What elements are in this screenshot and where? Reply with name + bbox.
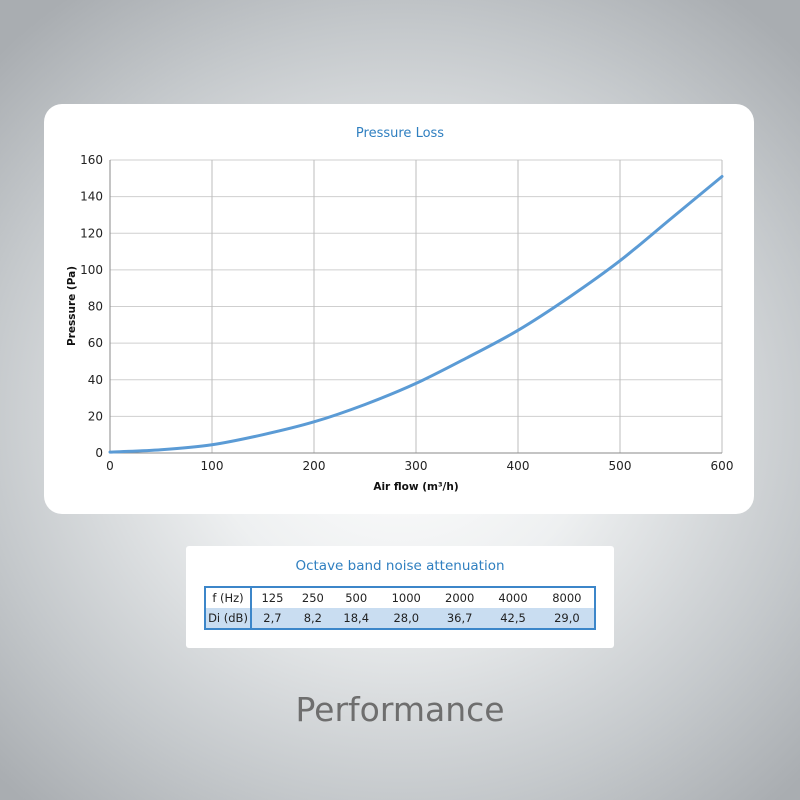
table-cell: 1000 [379, 587, 433, 608]
y-tick-label: 0 [95, 446, 103, 460]
table-cell: 42,5 [486, 608, 540, 629]
table-cell: 4000 [486, 587, 540, 608]
chart-ticks: 0 20 40 60 80 100 120 140 160 0 100 200 300 400 500 600 [80, 153, 733, 473]
pressure-loss-chart-card: Pressure Loss 0 20 40 60 80 100 120 140 160 0 100 2… [44, 104, 754, 514]
pressure-loss-line [108, 174, 724, 454]
table-cell: 2000 [432, 587, 487, 608]
x-tick-label: 200 [303, 459, 326, 473]
chart-grid [109, 159, 723, 454]
y-tick-label: 40 [88, 373, 103, 387]
y-tick-label: 20 [88, 409, 103, 423]
pressure-loss-chart: Pressure Loss 0 20 40 60 80 100 120 140 160 0 100 2… [66, 126, 733, 493]
table-cell: 2,7 [251, 608, 293, 629]
x-tick-label: 100 [201, 459, 224, 473]
chart-title: Pressure Loss [356, 126, 444, 141]
table-row-attenuation: Di (dB) 2,7 8,2 18,4 28,0 36,7 42,5 29,0 [205, 608, 595, 629]
chart-series [108, 174, 724, 454]
x-tick-label: 300 [405, 459, 428, 473]
table-cell: 8,2 [292, 608, 333, 629]
x-tick-label: 500 [609, 459, 632, 473]
noise-attenuation-table: f (Hz) 125 250 500 1000 2000 4000 8000 D… [204, 586, 596, 630]
table-cell: 18,4 [332, 608, 380, 629]
x-axis-label: Air flow (m³/h) [373, 481, 458, 493]
y-tick-label: 120 [80, 226, 103, 240]
table-cell: 36,7 [432, 608, 487, 629]
y-tick-label: 160 [80, 153, 103, 167]
performance-heading: Performance [295, 690, 505, 729]
x-tick-label: 400 [507, 459, 530, 473]
row-header: Di (dB) [205, 608, 252, 629]
y-tick-label: 80 [88, 300, 103, 314]
table-cell: 125 [251, 587, 293, 608]
table-cell: 29,0 [539, 608, 595, 629]
table-row-frequency: f (Hz) 125 250 500 1000 2000 4000 8000 [205, 587, 595, 608]
noise-table-title: Octave band noise attenuation [295, 558, 505, 574]
noise-attenuation-card: Octave band noise attenuation f (Hz) 125… [186, 546, 614, 648]
table-cell: 8000 [539, 587, 595, 608]
table-cell: 250 [292, 587, 333, 608]
y-tick-label: 140 [80, 190, 103, 204]
y-axis-label: Pressure (Pa) [66, 266, 78, 346]
y-tick-label: 60 [88, 336, 103, 350]
table-cell: 28,0 [379, 608, 433, 629]
table-cell: 500 [332, 587, 380, 608]
x-tick-label: 600 [711, 459, 734, 473]
y-tick-label: 100 [80, 263, 103, 277]
row-header: f (Hz) [205, 587, 252, 608]
x-tick-label: 0 [106, 459, 114, 473]
